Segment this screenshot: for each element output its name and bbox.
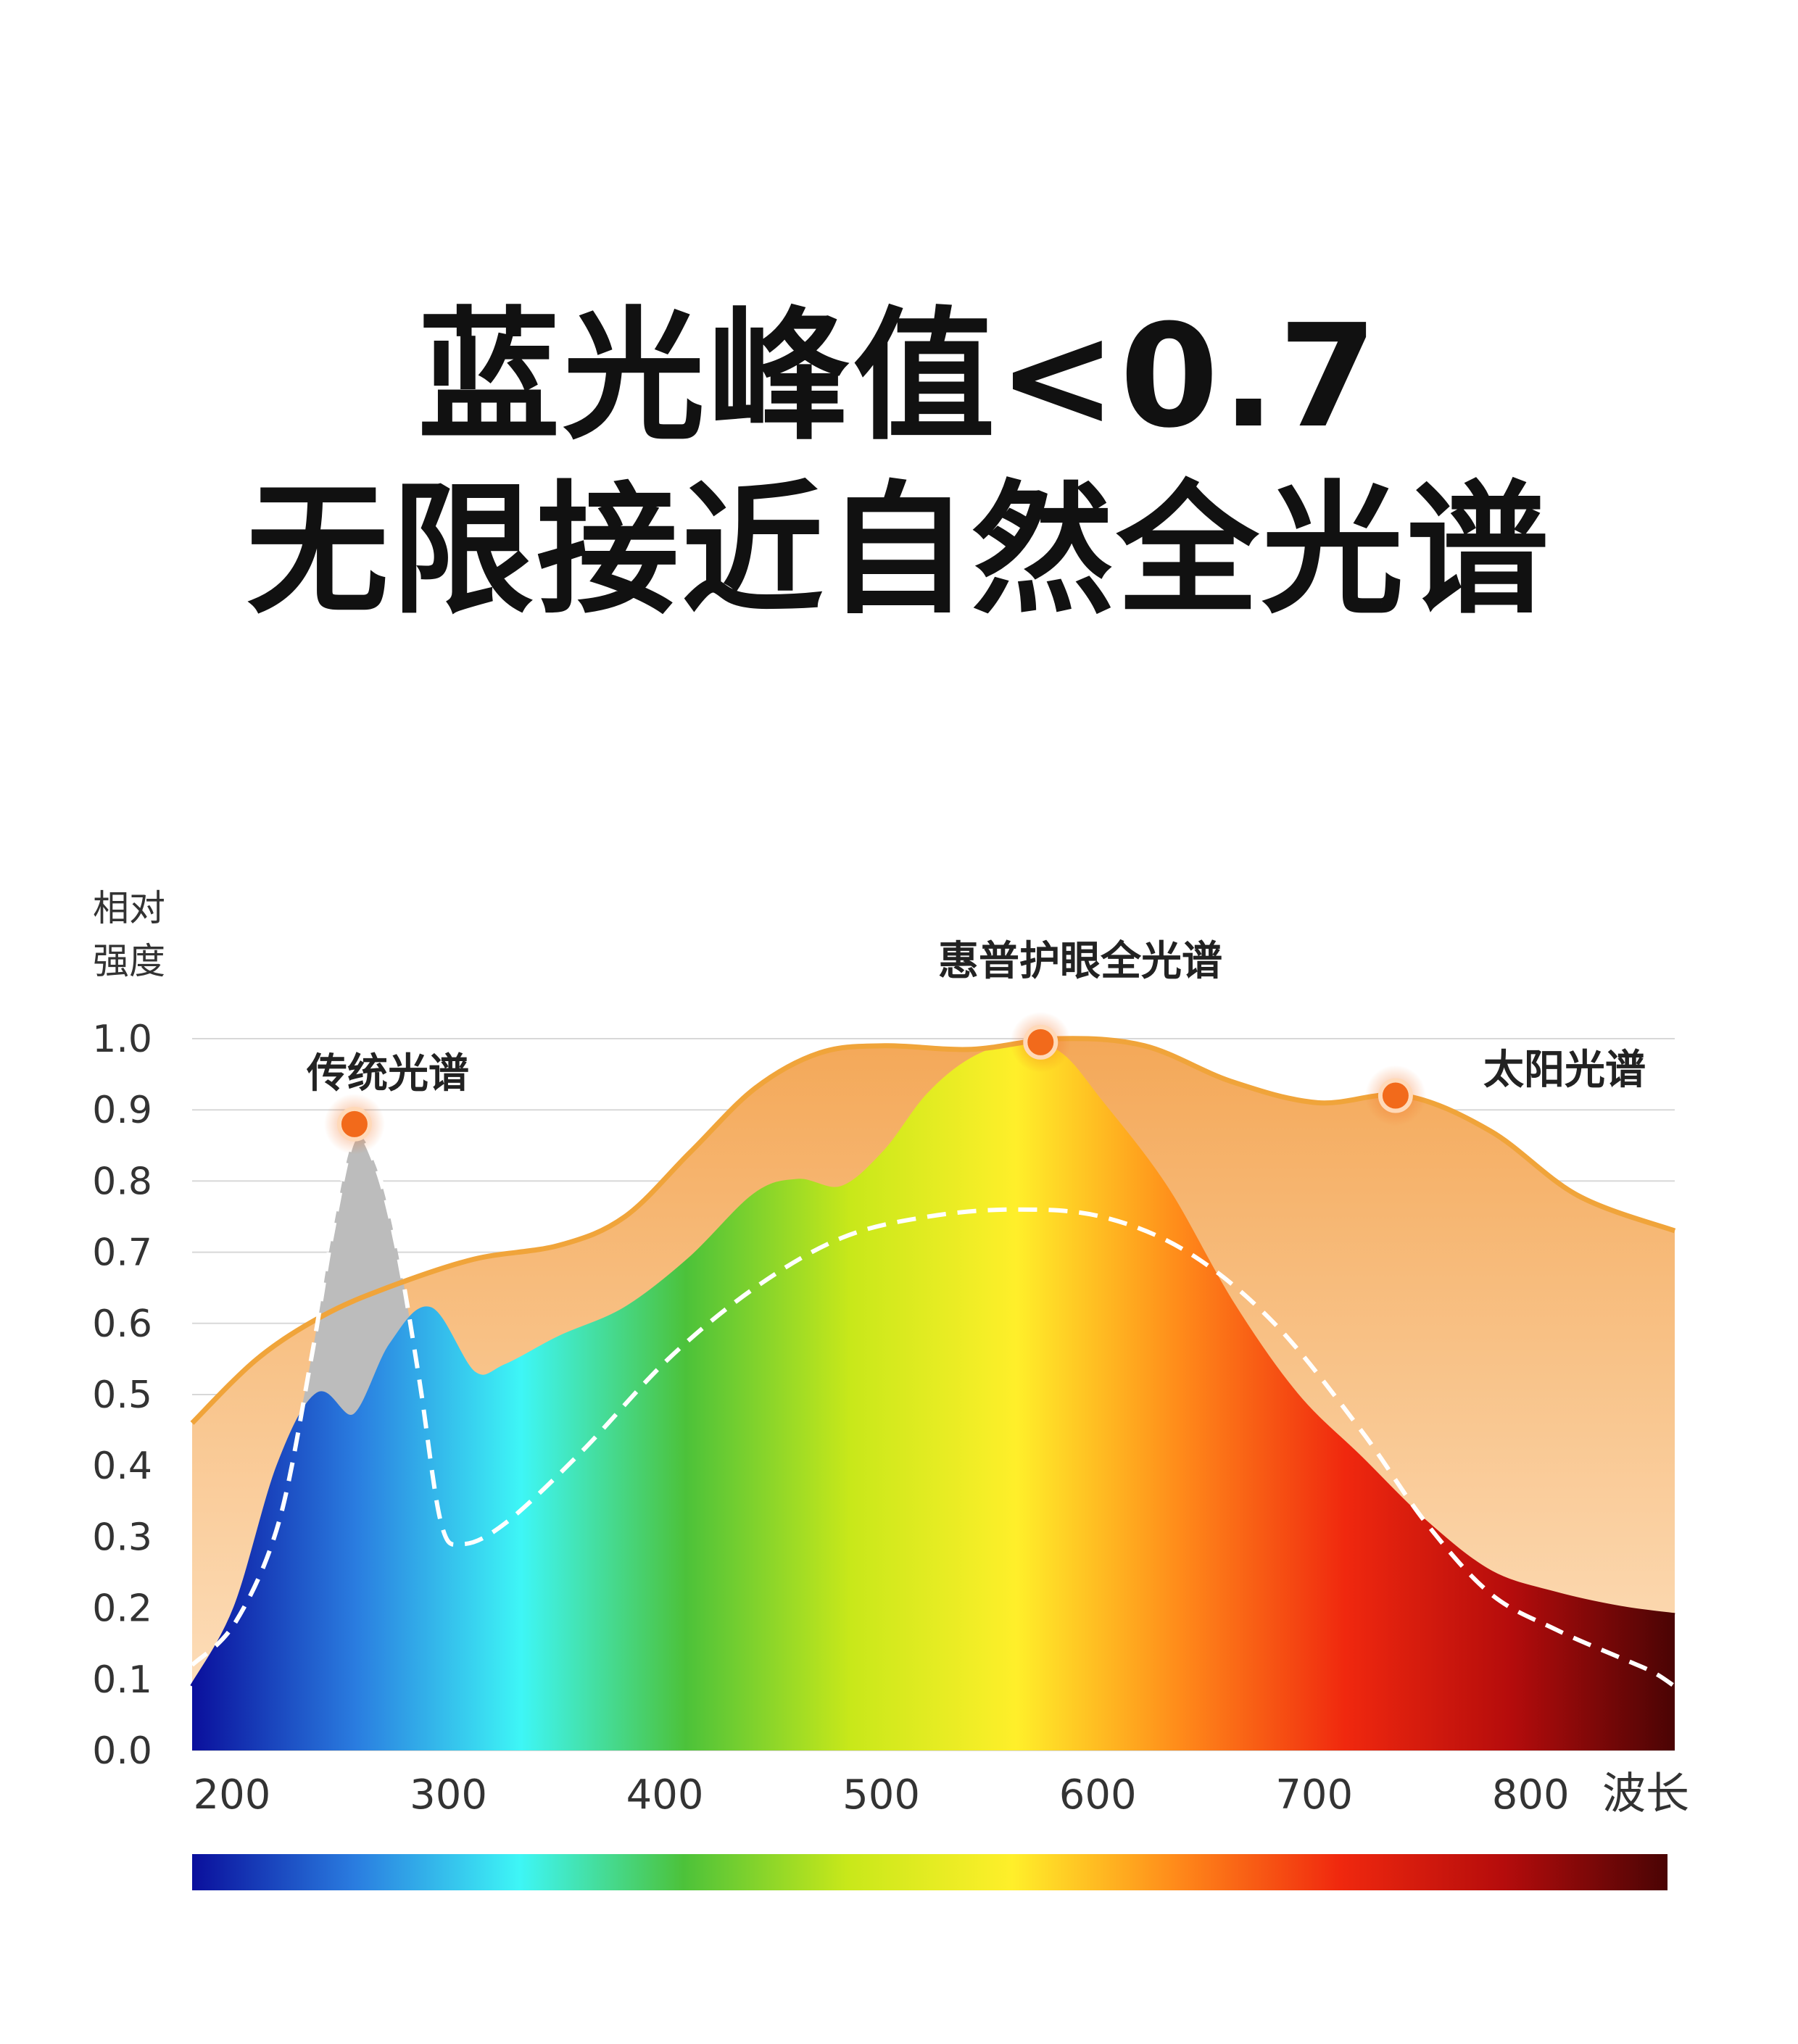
y-axis-label-line-1: 相对 <box>93 887 165 929</box>
y-tick-label: 0.0 <box>92 1729 152 1773</box>
y-tick-labels: 1.0 0.9 0.8 0.7 0.6 0.5 0.4 0.3 0.2 0.1 0.0 <box>92 1018 152 1773</box>
x-axis-label: 波长 <box>1602 1769 1689 1819</box>
full-spectrum-line <box>190 1042 1675 1688</box>
y-tick-label: 0.5 <box>92 1374 152 1417</box>
y-tick-label: 0.2 <box>92 1587 152 1631</box>
x-tick-label: 500 <box>842 1771 920 1819</box>
sun-spectrum-label: 太阳光谱 <box>1483 1047 1646 1094</box>
y-tick-label: 0.7 <box>92 1231 152 1275</box>
traditional-spectrum-line <box>190 1133 1676 1689</box>
spectrum-color-bar <box>192 1854 1668 1890</box>
y-axis-label-line-2: 强度 <box>93 940 165 982</box>
y-tick-label: 0.4 <box>92 1445 152 1488</box>
x-tick-label: 200 <box>194 1771 271 1819</box>
y-tick-label: 0.9 <box>92 1089 152 1132</box>
x-tick-labels: 200 300 400 500 600 700 800 <box>194 1771 1570 1819</box>
peak-dot <box>1023 1024 1058 1060</box>
y-tick-label: 0.6 <box>92 1303 152 1346</box>
traditional-spectrum-label: 传统光谱 <box>306 1050 469 1097</box>
headline-line-1: 蓝光峰值<0.7 <box>418 294 1380 460</box>
peak-dot <box>1378 1078 1413 1113</box>
y-tick-label: 0.1 <box>92 1658 152 1702</box>
x-tick-label: 700 <box>1275 1771 1353 1819</box>
x-tick-label: 400 <box>626 1771 704 1819</box>
x-tick-label: 800 <box>1492 1771 1570 1819</box>
y-tick-label: 0.3 <box>92 1516 152 1559</box>
peak-markers <box>323 1011 1426 1155</box>
x-tick-label: 300 <box>410 1771 487 1819</box>
headline-line-2: 无限接近自然全光谱 <box>246 468 1552 633</box>
x-tick-label: 600 <box>1059 1771 1137 1819</box>
full-spectrum-area <box>192 1044 1675 1750</box>
y-tick-label: 1.0 <box>92 1018 152 1061</box>
y-tick-label: 0.8 <box>92 1160 152 1203</box>
full-spectrum-label: 惠普护眼全光谱 <box>938 938 1222 985</box>
peak-dot <box>336 1106 372 1142</box>
